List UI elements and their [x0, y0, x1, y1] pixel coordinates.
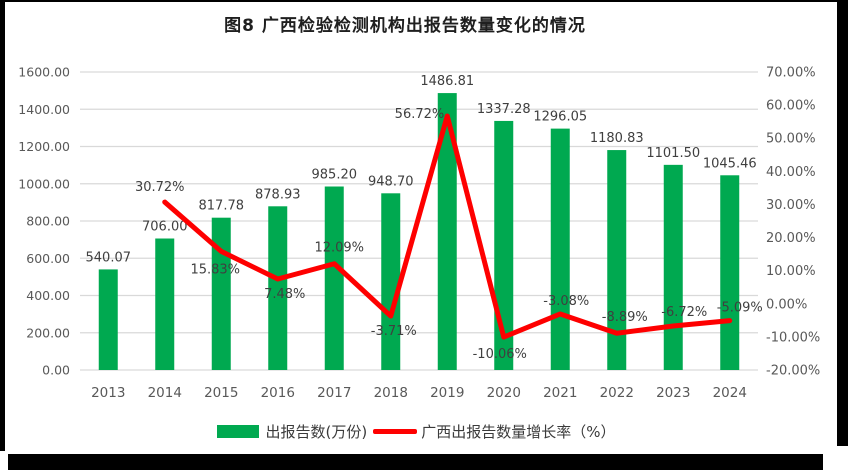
- line-value-label: -3.08%: [543, 294, 589, 309]
- line-value-label: 15.83%: [190, 262, 240, 277]
- photo-border-top: [0, 0, 848, 2]
- bar-value-label: 948.70: [368, 174, 414, 189]
- left-axis-tick: 600.00: [26, 251, 70, 266]
- left-axis-tick: 1000.00: [18, 176, 70, 191]
- bar-value-label: 540.07: [86, 250, 132, 265]
- bar-value-label: 706.00: [142, 220, 188, 235]
- line-value-label: -6.72%: [661, 305, 707, 320]
- bar-value-label: 1101.50: [646, 146, 700, 161]
- x-axis-label: 2014: [148, 385, 182, 401]
- legend: 出报告数(万份) 广西出报告数量增长率（%）: [0, 421, 832, 442]
- x-axis-label: 2020: [487, 385, 521, 401]
- line-value-label: -10.06%: [473, 347, 527, 362]
- x-axis-label: 2021: [543, 385, 577, 401]
- right-axis-tick: 20.00%: [766, 231, 816, 246]
- photo-border-right: [837, 0, 848, 446]
- right-axis-tick: -10.00%: [766, 330, 820, 345]
- bar-value-label: 985.20: [312, 168, 358, 183]
- left-axis-tick: 800.00: [26, 214, 70, 229]
- right-axis-tick: 70.00%: [766, 66, 816, 81]
- x-axis-label: 2018: [374, 385, 408, 401]
- bar-2021: [550, 128, 570, 370]
- right-axis-tick: 30.00%: [766, 198, 816, 213]
- right-axis-tick: 40.00%: [766, 165, 816, 180]
- photo-border-bottom: [8, 454, 823, 470]
- right-axis-tick: 50.00%: [766, 132, 816, 147]
- growth-rate-line: [162, 113, 733, 340]
- bar-2018: [381, 193, 401, 370]
- bar-2020: [494, 120, 514, 370]
- legend-item-bars: 出报告数(万份): [216, 421, 368, 442]
- bar-2013: [98, 269, 118, 370]
- bar-series-swatch: [216, 425, 259, 438]
- line-value-label: -3.71%: [371, 324, 417, 339]
- left-axis-tick: 400.00: [26, 288, 70, 303]
- right-axis-tick: 60.00%: [766, 99, 816, 114]
- bar-value-label: 817.78: [199, 199, 245, 214]
- photo-border-left: [0, 0, 5, 451]
- bar-value-label: 1180.83: [590, 131, 644, 146]
- chart-title: 图8 广西检验检测机构出报告数量变化的情况: [224, 16, 586, 36]
- left-axis-tick: 200.00: [26, 325, 70, 340]
- left-axis-tick: 1400.00: [18, 102, 70, 117]
- bar-value-label: 1337.28: [477, 102, 531, 117]
- bar-value-label: 1296.05: [533, 110, 587, 125]
- x-axis-label: 2015: [204, 385, 238, 401]
- line-value-label: -5.09%: [717, 301, 763, 316]
- legend-item-line: 广西出报告数量增长率（%）: [367, 421, 615, 442]
- bar-2014: [155, 238, 175, 370]
- line-value-label: 30.72%: [135, 180, 185, 195]
- left-axis-tick: 0.00: [42, 363, 70, 378]
- x-axis-label: 2022: [600, 385, 634, 401]
- x-axis-label: 2016: [261, 385, 295, 401]
- bar-2022: [607, 150, 627, 370]
- right-axis-tick: 0.00%: [766, 297, 807, 312]
- line-value-label: 56.72%: [395, 107, 445, 122]
- x-axis-label: 2017: [317, 385, 351, 401]
- right-axis-tick: 10.00%: [766, 264, 816, 279]
- line-value-label: 12.09%: [314, 241, 364, 256]
- bar-2019: [437, 93, 457, 370]
- bar-value-label: 878.93: [255, 187, 301, 202]
- x-axis-label: 2019: [430, 385, 464, 401]
- left-axis-tick: 1600.00: [18, 65, 70, 80]
- x-axis-label: 2023: [656, 385, 690, 401]
- line-series-swatch: [373, 429, 418, 434]
- right-axis-tick: -20.00%: [766, 364, 820, 379]
- x-axis-label: 2024: [713, 385, 747, 401]
- bar-2015: [211, 217, 231, 370]
- bar-value-label: 1486.81: [420, 74, 474, 89]
- bar-2017: [324, 186, 344, 370]
- line-value-label: 7.48%: [264, 287, 305, 302]
- left-axis-tick: 1200.00: [18, 139, 70, 154]
- legend-label-bars: 出报告数(万份): [265, 423, 368, 441]
- x-axis-label: 2013: [91, 385, 125, 401]
- line-value-label: -8.89%: [602, 310, 648, 325]
- bar-2024: [720, 175, 740, 370]
- legend-label-line: 广西出报告数量增长率（%）: [421, 423, 616, 441]
- bar-2016: [268, 206, 288, 370]
- bar-value-label: 1045.46: [703, 156, 757, 171]
- bar-2023: [663, 164, 683, 370]
